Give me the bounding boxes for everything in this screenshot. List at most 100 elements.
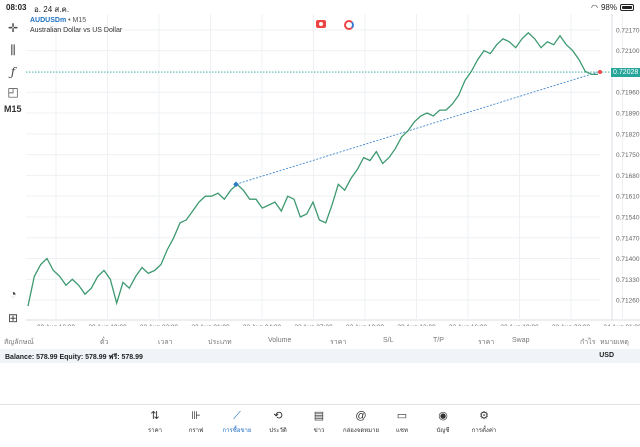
col-comment[interactable]: หมายเหตุ bbox=[600, 339, 629, 346]
time-axis-label: 22 Aug 22:00 bbox=[140, 324, 179, 326]
price-axis-label: 0.71400 bbox=[616, 256, 640, 263]
tab-chat[interactable]: ▭ แชท bbox=[382, 409, 422, 435]
price-axis-label: 0.72170 bbox=[616, 27, 640, 34]
trade-columns-header: สัญลักษณ์ ตั๋ว เวลา ประเภท Volume ราคา S… bbox=[0, 334, 640, 347]
time-axis-label: 23 Aug 22:00 bbox=[552, 324, 591, 326]
tab-label: แชท bbox=[396, 428, 408, 434]
candles-icon: ⊪ bbox=[191, 410, 201, 422]
chat-bubble-icon: ▭ bbox=[396, 410, 408, 422]
grid bbox=[26, 14, 640, 321]
trade-chart-icon: ⟋ bbox=[233, 410, 241, 422]
status-bar: 08:03 อ. 24 ส.ค. ◠ 98% bbox=[0, 0, 640, 14]
new-order-icon[interactable]: ⊞ bbox=[7, 311, 19, 325]
timeframe-button[interactable]: M15 bbox=[4, 104, 22, 114]
news-icon: ▤ bbox=[313, 410, 325, 422]
trendline-start-handle bbox=[233, 181, 239, 188]
time-axis-label: 23 Aug 19:00 bbox=[500, 324, 539, 326]
time-axis-label: 23 Aug 01:00 bbox=[191, 324, 230, 326]
time-axis-label: 23 Aug 13:00 bbox=[397, 324, 436, 326]
tab-label: ประวัติ bbox=[269, 428, 287, 434]
account-currency: USD bbox=[599, 352, 614, 359]
tab-label: บัญชี bbox=[436, 428, 450, 434]
price-axis-label: 0.71540 bbox=[616, 214, 640, 221]
tab-quotes[interactable]: ⇅ ราคา bbox=[135, 409, 175, 435]
time-axis-label: 24 Aug 01:00 bbox=[603, 324, 640, 326]
col-type[interactable]: ประเภท bbox=[208, 339, 232, 346]
left-toolbar: ✛ ⫼ ƒ ◰ M15 ◔ ⊞ bbox=[0, 14, 26, 326]
tab-label: กราฟ bbox=[188, 428, 204, 434]
indicator-f-icon[interactable]: ƒ bbox=[10, 65, 16, 79]
trendline[interactable] bbox=[235, 71, 599, 185]
col-time[interactable]: เวลา bbox=[158, 339, 173, 346]
object-shapes-icon[interactable]: ◰ bbox=[7, 85, 19, 99]
col-tp[interactable]: T/P bbox=[433, 337, 444, 344]
chart-area[interactable]: 0.72170 0.72100 0.71960 0.71890 0.71820 0.717… bbox=[26, 14, 640, 326]
tab-history[interactable]: ⟲ ประวัติ bbox=[258, 409, 298, 435]
tab-label: การซื้อขาย bbox=[222, 428, 252, 434]
price-axis-label: 0.71750 bbox=[616, 152, 640, 159]
candlestick-icon[interactable]: ⫼ bbox=[10, 42, 16, 57]
history-clock-icon: ⟲ bbox=[273, 410, 283, 422]
tab-label: ข่าว bbox=[313, 428, 325, 434]
bottom-tab-bar: ⇅ ราคา ⊪ กราฟ ⟋ การซื้อขาย ⟲ ประวัติ ▤ ข… bbox=[0, 404, 640, 447]
symbol-name: AUDUSDm bbox=[30, 17, 67, 24]
tab-label: ราคา bbox=[148, 428, 162, 434]
col-price[interactable]: ราคา bbox=[330, 339, 347, 346]
price-series-line bbox=[27, 31, 598, 307]
time-axis-label: 23 Aug 16:00 bbox=[449, 324, 488, 326]
price-axis-label: 0.71330 bbox=[616, 277, 640, 284]
account-user-icon: ◉ bbox=[438, 410, 448, 422]
tab-settings[interactable]: ⚙ การตั้งค่า bbox=[464, 409, 504, 435]
last-price-marker bbox=[598, 70, 602, 75]
price-chart[interactable]: 0.72170 0.72100 0.71960 0.71890 0.71820 0.717… bbox=[26, 14, 640, 326]
tab-label: กล่องจดหมาย bbox=[342, 428, 380, 434]
one-click-trade-icon[interactable] bbox=[316, 20, 326, 28]
col-volume[interactable]: Volume bbox=[268, 337, 292, 344]
symbol-header: AUDUSDm • M15 Australian Dollar vs US Do… bbox=[30, 16, 122, 36]
price-axis-label: 0.71680 bbox=[616, 173, 640, 180]
price-axis-label: 0.71470 bbox=[616, 235, 640, 242]
wifi-icon: ◠ bbox=[591, 3, 598, 12]
price-axis-label: 0.71820 bbox=[616, 131, 640, 138]
status-right: ◠ 98% bbox=[591, 3, 634, 12]
time-axis: 20 Aug 16:00 20 Aug 19:00 22 Aug 22:00 23 A… bbox=[37, 324, 640, 326]
crosshair-icon[interactable]: ✛ bbox=[7, 21, 19, 35]
tab-mailbox[interactable]: @ กล่องจดหมาย bbox=[341, 409, 381, 435]
price-axis-label: 0.72100 bbox=[616, 48, 640, 55]
col-price-current[interactable]: ราคา bbox=[478, 339, 495, 346]
tab-label: การตั้งค่า bbox=[471, 428, 497, 434]
balance-summary: Balance: 578.99 Equity: 578.99 ฟรี: 578.… bbox=[5, 354, 143, 361]
gear-icon: ⚙ bbox=[479, 410, 489, 422]
time-axis-label: 20 Aug 19:00 bbox=[88, 324, 127, 326]
tab-account[interactable]: ◉ บัญชี bbox=[423, 409, 463, 435]
tab-trade[interactable]: ⟋ การซื้อขาย bbox=[217, 409, 257, 435]
price-axis: 0.72170 0.72100 0.71960 0.71890 0.71820 0.717… bbox=[616, 27, 640, 304]
tab-news[interactable]: ▤ ข่าว bbox=[299, 409, 339, 435]
time-axis-label: 23 Aug 07:00 bbox=[294, 324, 333, 326]
col-ticket[interactable]: ตั๋ว bbox=[100, 339, 109, 346]
col-swap[interactable]: Swap bbox=[512, 337, 530, 344]
symbol-description: Australian Dollar vs US Dollar bbox=[30, 27, 123, 34]
time-axis-label: 23 Aug 10:00 bbox=[346, 324, 385, 326]
quotes-arrows-icon: ⇅ bbox=[150, 410, 160, 422]
col-profit[interactable]: กำไร bbox=[580, 339, 596, 346]
status-date: อ. 24 ส.ค. bbox=[34, 5, 70, 14]
current-price-tag: 0.72028 bbox=[611, 67, 640, 77]
price-axis-label: 0.71610 bbox=[616, 194, 640, 201]
price-axis-label: 0.71890 bbox=[616, 111, 640, 118]
chart-header-icons bbox=[316, 20, 354, 30]
col-sl[interactable]: S/L bbox=[383, 337, 394, 344]
tab-charts[interactable]: ⊪ กราฟ bbox=[176, 409, 216, 435]
mail-at-icon: @ bbox=[355, 410, 367, 422]
trade-gauge-icon[interactable]: ◔ bbox=[9, 287, 17, 301]
battery-icon bbox=[620, 4, 634, 11]
symbol-timeframe: M15 bbox=[72, 17, 87, 24]
symbol-separator: • bbox=[68, 17, 71, 24]
signal-icon[interactable] bbox=[344, 20, 354, 30]
col-symbol[interactable]: สัญลักษณ์ bbox=[4, 339, 34, 346]
time-axis-label: 20 Aug 16:00 bbox=[37, 324, 76, 326]
battery-percent: 98% bbox=[600, 3, 617, 12]
status-time: 08:03 bbox=[6, 3, 27, 12]
time-axis-label: 23 Aug 04:00 bbox=[243, 324, 282, 326]
